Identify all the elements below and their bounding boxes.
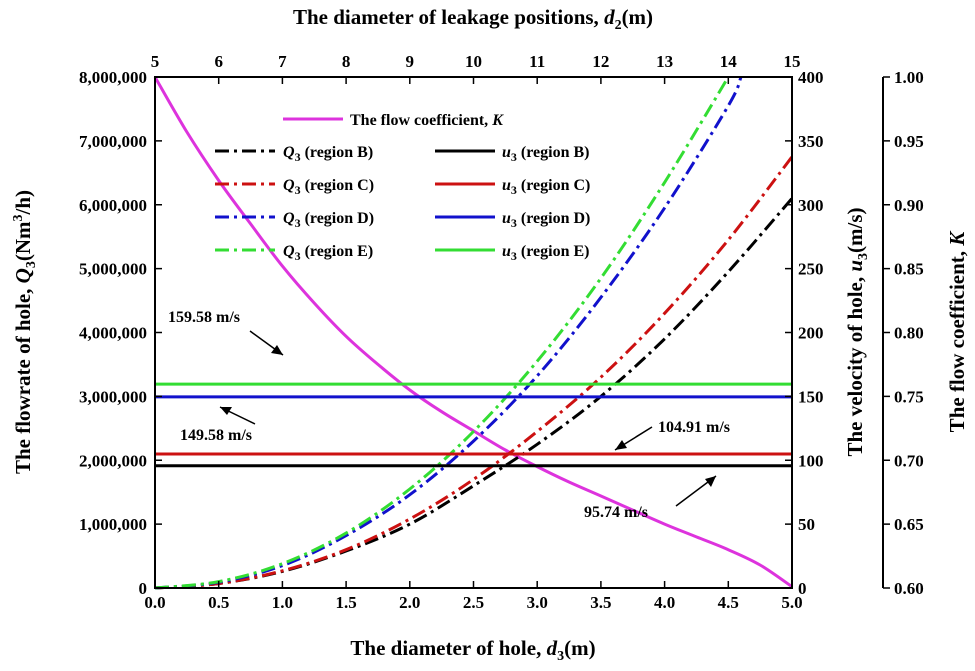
bottom-tick-label: 1.5	[335, 593, 356, 612]
left-tick-label: 0	[139, 579, 148, 598]
annotation-arrowhead-region-e	[271, 345, 283, 355]
top-tick-label: 8	[342, 52, 351, 71]
legend-label-q-e: Q3 (region E)	[283, 243, 373, 263]
right2-tick-label: 0.65	[894, 515, 924, 534]
annotation-label-region-b: 95.74 m/s	[584, 504, 648, 521]
top-tick-label: 7	[278, 52, 287, 71]
right2-tick-label: 0.85	[894, 260, 924, 279]
bottom-tick-label: 4.0	[654, 593, 675, 612]
right2-tick-label: 0.60	[894, 579, 924, 598]
top-tick-label: 6	[214, 52, 223, 71]
right2-tick-label: 0.90	[894, 196, 924, 215]
top-axis-title: The diameter of leakage positions, d2(m)	[293, 5, 653, 33]
legend-label-q-d: Q3 (region D)	[283, 210, 374, 230]
left-tick-label: 2,000,000	[79, 451, 147, 470]
right1-tick-label: 350	[798, 132, 824, 151]
right1-tick-label: 100	[798, 451, 824, 470]
right1-tick-label: 150	[798, 387, 824, 406]
bottom-tick-label: 2.5	[463, 593, 484, 612]
bottom-tick-label: 5.0	[781, 593, 802, 612]
top-tick-label: 5	[151, 52, 160, 71]
bottom-tick-label: 4.5	[718, 593, 739, 612]
right1-tick-label: 250	[798, 260, 824, 279]
left-tick-label: 7,000,000	[79, 132, 147, 151]
right1-tick-label: 400	[798, 68, 824, 87]
top-tick-label: 9	[406, 52, 415, 71]
right2-tick-label: 0.70	[894, 451, 924, 470]
top-tick-label: 15	[784, 52, 801, 71]
left-tick-label: 1,000,000	[79, 515, 147, 534]
series-line-q3-region-c	[154, 155, 794, 590]
right2-tick-label: 0.95	[894, 132, 924, 151]
left-tick-label: 6,000,000	[79, 196, 147, 215]
legend: The flow coefficient, K Q3 (region B) u3(…	[215, 112, 590, 263]
legend-label-q-b: Q3 (region B)	[283, 144, 373, 164]
annotation-label-region-d: 149.58 m/s	[180, 427, 252, 444]
annotation-arrowhead-region-b	[705, 476, 716, 487]
bottom-tick-label: 1.0	[272, 593, 293, 612]
legend-label-q-c: Q3 (region C)	[283, 177, 374, 197]
legend-label-k: The flow coefficient, K	[350, 112, 504, 129]
left-axis-title: The flowrate of hole, Q3(Nm3/h)	[11, 190, 39, 474]
bottom-tick-label: 0.5	[208, 593, 229, 612]
plot-frame	[154, 76, 793, 589]
legend-label-u-b: u3 (region B)	[502, 144, 590, 164]
top-tick-label: 13	[656, 52, 673, 71]
right2-tick-label: 0.80	[894, 324, 924, 343]
annotation-arrowhead-region-d	[220, 407, 232, 415]
right1-tick-label: 0	[798, 579, 807, 598]
left-tick-label: 8,000,000	[79, 68, 147, 87]
legend-label-u-d: u3 (region D)	[502, 210, 590, 230]
right2-tick-label: 1.00	[894, 68, 924, 87]
right2-tick-label: 0.75	[894, 387, 924, 406]
series-line-q3-region-e	[154, 76, 730, 590]
right-axis-2-title: The flow coefficient, K	[945, 230, 969, 433]
legend-label-u-e: u3 (region E)	[502, 243, 590, 263]
right1-tick-label: 200	[798, 324, 824, 343]
top-tick-label: 11	[529, 52, 545, 71]
left-tick-label: 3,000,000	[79, 387, 147, 406]
annotation-label-region-e: 159.58 m/s	[168, 309, 240, 326]
right-axis-1-title: The velocity of hole, u3(m/s)	[843, 207, 871, 456]
series-line-q3-region-d	[154, 76, 743, 590]
annotation-label-region-c: 104.91 m/s	[658, 419, 730, 436]
bottom-tick-label: 3.5	[590, 593, 611, 612]
bottom-tick-label: 0.0	[144, 593, 165, 612]
top-tick-label: 10	[465, 52, 482, 71]
left-tick-label: 5,000,000	[79, 260, 147, 279]
legend-label-u-c: u3 (region C)	[502, 177, 590, 197]
bottom-axis-title: The diameter of hole, d3(m)	[350, 636, 595, 664]
left-tick-label: 4,000,000	[79, 324, 147, 343]
right1-tick-label: 50	[798, 515, 815, 534]
series-line-q3-region-b	[154, 197, 794, 590]
top-tick-label: 14	[720, 52, 738, 71]
bottom-tick-label: 2.0	[399, 593, 420, 612]
top-tick-label: 12	[592, 52, 609, 71]
bottom-tick-label: 3.0	[527, 593, 548, 612]
annotation-arrowhead-region-c	[615, 440, 627, 450]
right1-tick-label: 300	[798, 196, 824, 215]
